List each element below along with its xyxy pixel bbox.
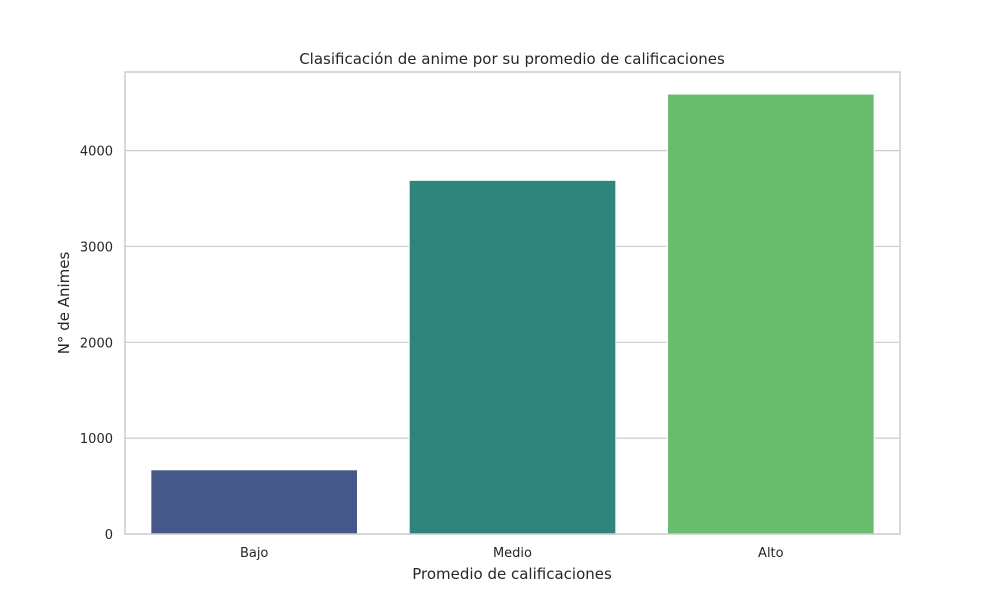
y-tick-labels: 0 1000 2000 3000 4000 <box>80 145 113 543</box>
y-tick-label: 1000 <box>80 432 113 447</box>
x-axis-label: Promedio de calificaciones <box>412 565 612 583</box>
bars <box>150 93 875 535</box>
x-tick-label: Alto <box>758 546 784 561</box>
x-tick-labels: Bajo Medio Alto <box>240 546 784 561</box>
y-tick-label: 2000 <box>80 336 113 351</box>
bar-medio <box>408 179 617 535</box>
y-tick-label: 3000 <box>80 240 113 255</box>
bar-alto <box>667 93 875 535</box>
chart-title: Clasificación de anime por su promedio d… <box>299 50 725 68</box>
bar-bajo <box>150 469 358 535</box>
y-tick-label: 0 <box>105 528 113 543</box>
x-tick-label: Bajo <box>240 546 268 561</box>
x-tick-label: Medio <box>493 546 532 561</box>
y-axis-label: N° de Animes <box>55 252 73 355</box>
y-tick-label: 4000 <box>80 145 113 160</box>
plot-frame <box>124 71 901 535</box>
